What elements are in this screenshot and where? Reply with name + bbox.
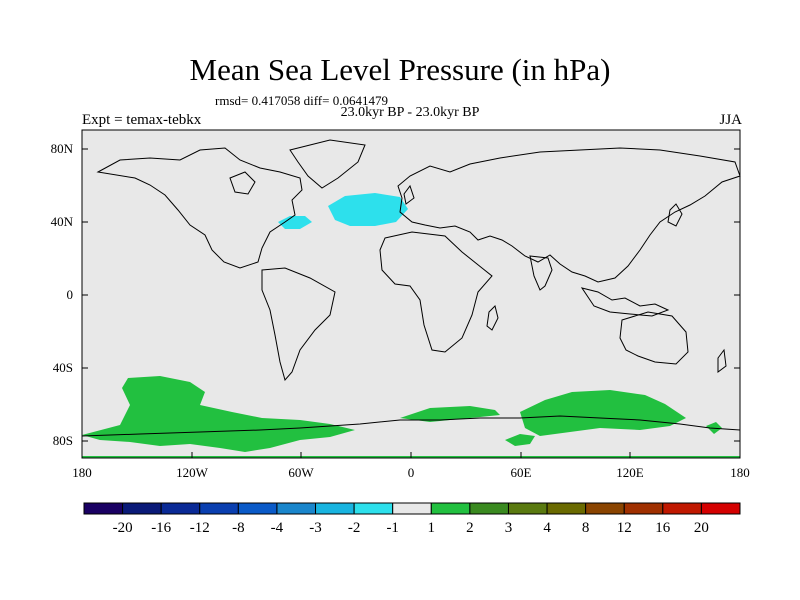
colorbar-label: -8 [232, 520, 245, 536]
colorbar-label: 20 [693, 520, 709, 536]
coastline-hudson-bay [229, 171, 256, 195]
colorbar-label: 12 [616, 520, 632, 536]
coastlines [81, 139, 741, 437]
colorbar-label: -20 [112, 520, 133, 536]
lat-ticks [82, 148, 740, 442]
colorbar-box [237, 502, 278, 515]
colorbar-label: 3 [504, 520, 513, 536]
lat-label-80n: 80N [50, 141, 73, 156]
lat-label-40n: 40N [50, 214, 73, 229]
lon-label-120w: 120W [176, 465, 208, 480]
coastline-greenland [289, 139, 366, 189]
colorbar-box [507, 502, 548, 515]
period-text: 23.0kyr BP - 23.0kyr BP [340, 105, 480, 120]
lon-label-120e: 120E [616, 465, 644, 480]
stats-text: rmsd= 0.417058 diff= 0.0641479 [215, 93, 388, 108]
lon-ticks [81, 452, 741, 458]
chart-title: Mean Sea Level Pressure (in hPa) [189, 52, 611, 87]
lon-label-180e: 180 [730, 465, 750, 480]
colorbar-box [700, 502, 741, 515]
antarctic-anomaly-small [505, 434, 535, 446]
coastline-uk [403, 184, 415, 205]
lon-label-60w: 60W [288, 465, 314, 480]
colorbar-label: -12 [189, 520, 210, 536]
antarctic-anomaly-east [520, 390, 686, 436]
colorbar-box [199, 502, 239, 515]
lat-label-0: 0 [66, 287, 74, 302]
coastline-australia [619, 311, 689, 365]
coastline-madagascar [486, 305, 499, 331]
season-text: JJA [719, 112, 742, 128]
colorbar-label: -2 [347, 520, 361, 536]
lat-label-40s: 40S [52, 360, 73, 375]
colorbar-label: 4 [543, 520, 551, 536]
lon-label-180w: 180 [72, 465, 92, 480]
colorbar-label: -3 [309, 520, 322, 536]
colorbar-box [276, 502, 317, 515]
colorbar [83, 502, 741, 515]
lon-label-60e: 60E [510, 465, 532, 480]
lat-label-80s: 80S [52, 433, 73, 448]
colorbar-label: -4 [270, 520, 284, 536]
colorbar-box [546, 502, 587, 515]
lon-label-0: 0 [407, 465, 415, 480]
colorbar-box [585, 502, 625, 515]
coastline-north-america [96, 147, 303, 269]
colorbar-label: 1 [427, 520, 436, 536]
colorbar-label: -1 [386, 520, 399, 536]
colorbar-box [430, 502, 471, 515]
coastline-europe-asia [397, 147, 741, 283]
colorbar-box [469, 502, 509, 515]
colorbar-label: 8 [581, 520, 590, 536]
negative-anomaly-regions [278, 193, 408, 229]
experiment-text: Expt = temax-tebkx [82, 112, 202, 128]
coastline-south-america [261, 267, 336, 382]
colorbar-box [160, 502, 201, 515]
north-atlantic-anomaly-east [328, 193, 408, 226]
coastline-antarctica [81, 415, 741, 437]
colorbar-box [662, 502, 702, 515]
coastline-india [529, 255, 553, 291]
colorbar-box [83, 502, 124, 515]
coastline-africa [379, 231, 493, 353]
colorbar-box [315, 502, 355, 515]
colorbar-label: 2 [466, 520, 474, 536]
coastline-southeast-asia-islands [580, 287, 670, 317]
antarctic-anomaly-west [82, 376, 355, 452]
antarctic-anomaly-central [400, 406, 500, 422]
coastline-new-zealand [717, 348, 727, 373]
colorbar-box [353, 502, 394, 515]
colorbar-label: -16 [151, 520, 172, 536]
north-atlantic-anomaly-west [278, 216, 312, 229]
colorbar-box [122, 502, 162, 515]
coastline-japan [667, 203, 683, 227]
colorbar-box [392, 502, 432, 515]
colorbar-label: 16 [655, 520, 671, 536]
colorbar-box [623, 502, 664, 515]
positive-anomaly-regions [82, 376, 740, 458]
